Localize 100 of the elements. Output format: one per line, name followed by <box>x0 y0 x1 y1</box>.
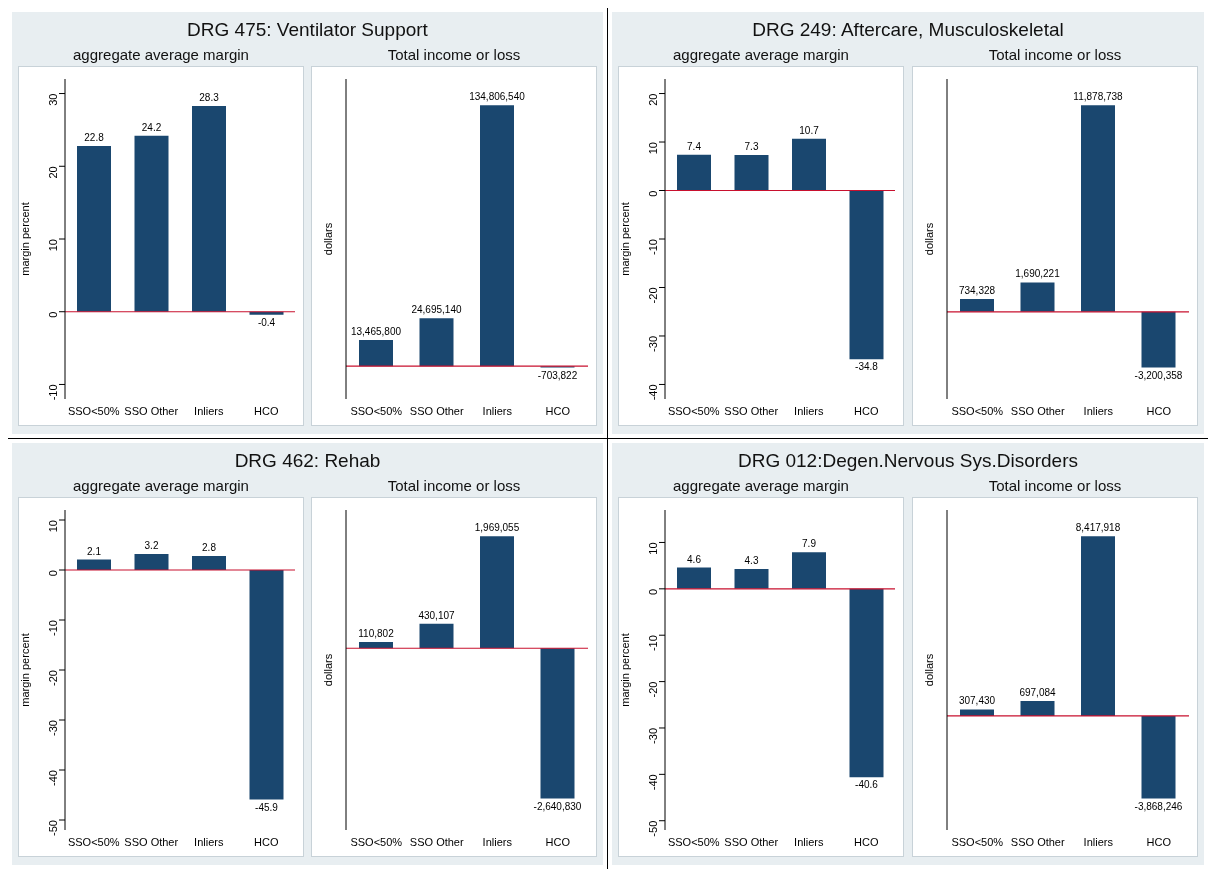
x-tick-label: HCO <box>545 835 571 848</box>
data-label: 110,802 <box>358 627 395 639</box>
x-tick-label: SSO Other <box>409 835 464 848</box>
x-tick-label: Inliers <box>794 404 824 417</box>
y-tick-label: -20 <box>46 670 59 686</box>
y-tick-label: -30 <box>46 720 59 736</box>
x-tick-label: SSO<50% <box>350 404 403 417</box>
data-label: 8,417,918 <box>1075 522 1121 534</box>
y-tick-label: -10 <box>46 384 59 401</box>
y-axis-title: dollars <box>922 653 935 687</box>
y-tick-label: -20 <box>646 681 659 698</box>
chart-title: DRG 249: Aftercare, Musculoskeletal <box>751 18 1065 42</box>
y-tick-label: 20 <box>646 93 659 106</box>
y-tick-label: -50 <box>46 820 59 836</box>
data-label: 24.2 <box>141 121 162 133</box>
y-tick-label: 20 <box>46 166 59 179</box>
x-tick-label: HCO <box>854 404 879 417</box>
y-tick-label: 10 <box>46 239 59 252</box>
data-label: 134,806,540 <box>469 91 526 103</box>
y-tick-label: 10 <box>46 520 59 533</box>
y-tick-label: -10 <box>646 239 659 255</box>
chart-title: DRG 462: Rehab <box>233 449 382 473</box>
x-tick-label: Inliers <box>482 404 513 417</box>
chart-title: Total income or loss <box>987 476 1123 496</box>
data-label: 1,690,221 <box>1015 268 1061 280</box>
data-label: -45.9 <box>255 801 279 813</box>
x-tick-label: SSO<50% <box>67 404 120 417</box>
chart-title: Total income or loss <box>386 45 522 65</box>
x-tick-label: SSO<50% <box>67 835 120 848</box>
x-tick-label: SSO Other <box>724 404 779 417</box>
y-tick-label: -10 <box>646 635 659 652</box>
y-tick-label: 10 <box>646 142 659 155</box>
x-tick-label: SSO<50% <box>951 835 1004 848</box>
data-label: 2.8 <box>202 542 217 553</box>
x-tick-label: SSO Other <box>724 835 779 848</box>
x-tick-label: HCO <box>254 404 279 417</box>
y-tick-label: -10 <box>46 620 59 636</box>
data-label: 4.6 <box>687 553 702 565</box>
x-tick-label: SSO Other <box>1010 835 1065 848</box>
data-label: 7.3 <box>744 141 759 153</box>
y-tick-label: 10 <box>646 542 659 555</box>
x-tick-label: HCO <box>1146 404 1172 417</box>
y-tick-label: 30 <box>46 93 59 106</box>
x-tick-label: SSO<50% <box>951 404 1004 417</box>
y-tick-label: 0 <box>646 588 659 595</box>
x-tick-label: SSO<50% <box>667 835 720 848</box>
x-tick-label: SSO Other <box>124 404 179 417</box>
data-label: 4.3 <box>744 554 759 566</box>
data-label: 28.3 <box>199 91 220 103</box>
x-tick-label: Inliers <box>482 835 513 848</box>
data-label: 13,465,800 <box>350 326 402 338</box>
chart-subtitle: aggregate average margin <box>672 476 850 496</box>
y-tick-label: 0 <box>46 570 59 577</box>
chart-subtitle: aggregate average margin <box>72 45 250 65</box>
x-tick-label: Inliers <box>1083 404 1114 417</box>
y-axis-title: margin percent <box>618 633 631 707</box>
y-axis-title: margin percent <box>18 202 31 276</box>
x-tick-label: SSO Other <box>409 404 464 417</box>
y-tick-label: -30 <box>646 335 659 352</box>
x-tick-label: Inliers <box>1083 835 1114 848</box>
x-tick-label: Inliers <box>194 835 224 848</box>
chart-subtitle: aggregate average margin <box>672 45 850 65</box>
chart-title: DRG 475: Ventilator Support <box>186 18 429 42</box>
x-tick-label: SSO<50% <box>350 835 403 848</box>
data-label: -3,868,246 <box>1134 800 1183 812</box>
y-tick-label: -40 <box>646 384 659 401</box>
data-label: 2.1 <box>87 545 102 557</box>
data-label: -703,822 <box>537 369 578 381</box>
y-axis-title: dollars <box>321 222 334 256</box>
chart-title: DRG 012:Degen.Nervous Sys.Disorders <box>737 449 1079 473</box>
data-label: 734,328 <box>958 285 996 297</box>
data-label: -0.4 <box>257 316 276 328</box>
y-tick-label: -20 <box>646 287 659 304</box>
chart-subtitle: aggregate average margin <box>72 476 250 496</box>
y-tick-label: -40 <box>46 770 59 786</box>
data-label: 7.4 <box>687 140 702 152</box>
y-axis-title: margin percent <box>618 202 631 276</box>
x-tick-label: SSO<50% <box>667 404 720 417</box>
data-label: 22.8 <box>84 131 105 143</box>
data-label: 7.9 <box>802 538 817 550</box>
x-tick-label: HCO <box>254 835 279 848</box>
data-label: -3,200,358 <box>1134 369 1183 381</box>
data-label: 1,969,055 <box>474 522 520 534</box>
chart-title: Total income or loss <box>987 45 1123 65</box>
x-tick-label: SSO Other <box>1010 404 1065 417</box>
data-label: 307,430 <box>958 695 996 707</box>
data-label: 24,695,140 <box>411 304 462 316</box>
data-label: 11,878,738 <box>1073 91 1124 103</box>
x-tick-label: HCO <box>1146 835 1172 848</box>
x-tick-label: SSO Other <box>124 835 179 848</box>
y-tick-label: -40 <box>646 774 659 791</box>
data-label: 3.2 <box>144 540 159 551</box>
y-axis-title: dollars <box>321 653 334 687</box>
chart-title: Total income or loss <box>386 476 522 496</box>
x-tick-label: Inliers <box>194 404 224 417</box>
data-label: 430,107 <box>418 609 456 621</box>
x-tick-label: HCO <box>854 835 879 848</box>
data-label: 697,084 <box>1019 687 1057 699</box>
data-label: -40.6 <box>855 779 879 791</box>
data-label: -34.8 <box>855 361 879 373</box>
